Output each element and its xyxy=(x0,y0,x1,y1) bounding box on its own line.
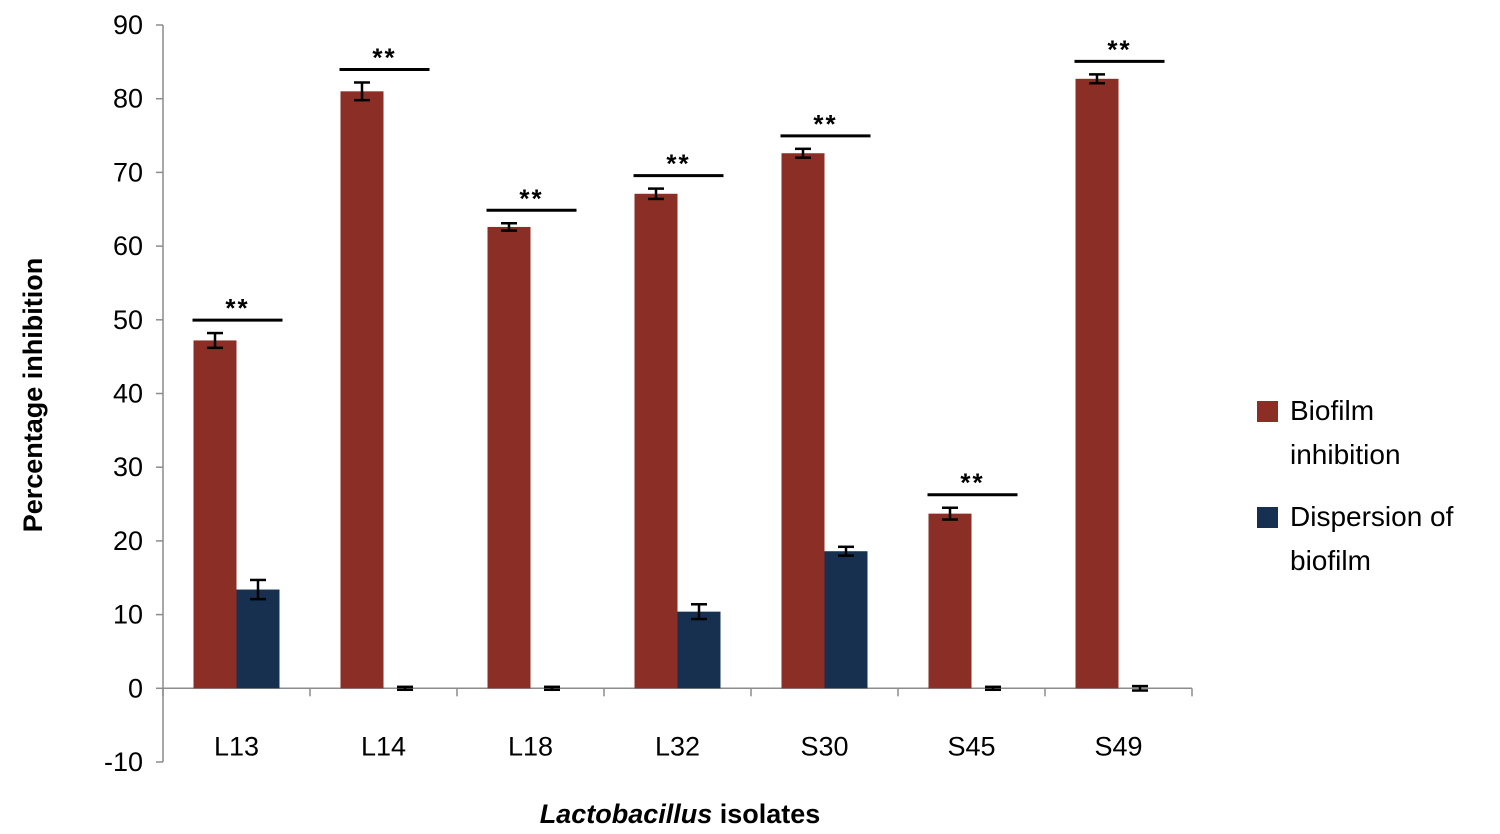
error-bar-L13-series-2 xyxy=(250,578,266,601)
significance-label-S49: ** xyxy=(1107,34,1131,64)
significance-label-S30: ** xyxy=(813,109,837,139)
x-tick-label-S30: S30 xyxy=(800,731,848,761)
x-tick-label-L14: L14 xyxy=(361,731,406,761)
legend-swatch xyxy=(1257,401,1278,422)
x-tick-label-S45: S45 xyxy=(947,731,995,761)
legend-label-line: inhibition xyxy=(1290,439,1401,470)
bar-S30-series-1 xyxy=(781,153,825,689)
legend-label-line: Dispersion of xyxy=(1290,501,1454,532)
labels-layer: -10 0 10 20 30 40 50 60 70 80 90 L13 L14 L18 L32 S30 S45… xyxy=(104,10,1143,777)
significance-label-L13: ** xyxy=(225,293,249,323)
error-bar-S49-series-1 xyxy=(1089,73,1105,85)
x-axis-label-italic: Lactobacillus xyxy=(540,799,713,829)
y-tick-label: 10 xyxy=(113,600,143,630)
error-bar-L32-series-2 xyxy=(691,603,707,621)
bars-layer xyxy=(193,78,1119,689)
significance-label-L18: ** xyxy=(519,183,543,213)
y-tick-label: 30 xyxy=(113,452,143,482)
bar-L13-series-2 xyxy=(236,589,280,689)
y-tick-label: 70 xyxy=(113,157,143,187)
bar-S49-series-1 xyxy=(1075,78,1119,689)
legend-item-series-2: Dispersion of biofilm xyxy=(1257,501,1454,576)
x-tick-label-L32: L32 xyxy=(655,731,700,761)
error-bar-S30-series-1 xyxy=(795,147,811,159)
error-bar-L13-series-1 xyxy=(207,331,223,350)
error-bars-layer xyxy=(207,73,1148,692)
y-tick-label: 90 xyxy=(113,10,143,40)
y-tick-label: 20 xyxy=(113,526,143,556)
error-bar-S45-series-1 xyxy=(942,506,958,521)
significance-layer: ** ** ** ** ** ** ** xyxy=(192,34,1165,498)
x-axis-label: Lactobacillus isolates xyxy=(540,799,821,829)
y-tick-label: -10 xyxy=(104,747,143,777)
error-bar-L14-series-1 xyxy=(354,81,370,102)
significance-label-L32: ** xyxy=(666,149,690,179)
y-tick-label: 0 xyxy=(128,673,143,703)
significance-label-L14: ** xyxy=(372,42,396,72)
error-bar-L32-series-1 xyxy=(648,187,664,201)
y-tick-label: 40 xyxy=(113,379,143,409)
x-axis-label-rest: isolates xyxy=(712,799,820,829)
legend-label-line: biofilm xyxy=(1290,545,1371,576)
legend-swatch xyxy=(1257,507,1278,528)
bar-S45-series-1 xyxy=(928,513,972,689)
x-tick-label-L13: L13 xyxy=(214,731,259,761)
error-bar-L18-series-1 xyxy=(501,222,517,232)
error-bar-L18-series-2 xyxy=(544,685,560,692)
x-tick-label-L18: L18 xyxy=(508,731,553,761)
bar-L32-series-2 xyxy=(677,611,721,689)
bar-L32-series-1 xyxy=(634,193,678,689)
x-tick-label-S49: S49 xyxy=(1094,731,1142,761)
bar-L18-series-1 xyxy=(487,226,531,689)
y-tick-label: 80 xyxy=(113,84,143,114)
legend: Biofilm inhibition Dispersion of biofilm xyxy=(1257,395,1454,576)
error-bar-S45-series-2 xyxy=(985,685,1001,692)
bar-L14-series-1 xyxy=(340,91,384,689)
error-bar-S30-series-2 xyxy=(838,545,854,557)
y-axis-label: Percentage inhibition xyxy=(18,258,48,533)
significance-label-S45: ** xyxy=(960,468,984,498)
error-bar-L14-series-2 xyxy=(397,685,413,692)
legend-item-series-1: Biofilm inhibition xyxy=(1257,395,1401,470)
bar-L13-series-1 xyxy=(193,340,237,689)
y-tick-label: 50 xyxy=(113,305,143,335)
y-tick-label: 60 xyxy=(113,231,143,261)
legend-label-line: Biofilm xyxy=(1290,395,1374,426)
error-bar-S49-series-2 xyxy=(1132,684,1148,692)
bar-S30-series-2 xyxy=(824,551,868,689)
